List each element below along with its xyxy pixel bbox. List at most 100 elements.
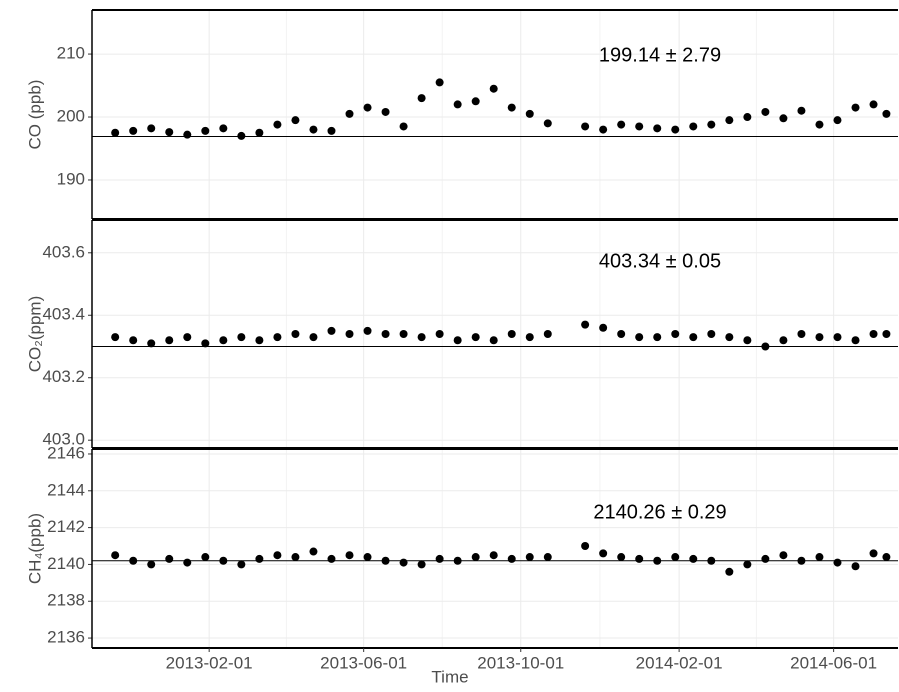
- point: [201, 126, 210, 135]
- point: [273, 120, 282, 129]
- point: [471, 97, 480, 106]
- point: [743, 560, 752, 569]
- point: [453, 336, 462, 345]
- point: [635, 333, 644, 342]
- point: [869, 330, 878, 338]
- point: [345, 109, 354, 118]
- point: [617, 330, 626, 338]
- point: [815, 333, 824, 342]
- point: [543, 119, 552, 128]
- point: [309, 125, 318, 134]
- point: [201, 339, 210, 348]
- y-axis-title: CH₄(ppb): [25, 513, 44, 584]
- point: [851, 103, 860, 112]
- point: [327, 554, 336, 563]
- point: [599, 125, 608, 134]
- point: [129, 126, 138, 135]
- point: [689, 333, 698, 342]
- point: [882, 330, 891, 338]
- point: [525, 333, 534, 342]
- point: [653, 333, 662, 342]
- point: [779, 336, 788, 345]
- point: [525, 109, 534, 118]
- point: [219, 124, 228, 133]
- point: [237, 131, 246, 140]
- point: [381, 107, 390, 116]
- point: [435, 554, 444, 563]
- point: [237, 560, 246, 569]
- point: [581, 542, 590, 551]
- point: [707, 556, 716, 565]
- point: [833, 116, 842, 125]
- point: [543, 553, 552, 562]
- point: [453, 556, 462, 565]
- point: [653, 124, 662, 133]
- point: [381, 556, 390, 565]
- point: [273, 333, 282, 342]
- point: [743, 113, 752, 122]
- point: [869, 100, 878, 109]
- point: [815, 553, 824, 562]
- x-tick-label: 2013-10-01: [477, 653, 564, 672]
- point: [309, 333, 318, 342]
- point: [707, 120, 716, 129]
- point: [147, 560, 156, 569]
- point: [471, 333, 480, 342]
- annotation: 403.34 ± 0.05: [599, 250, 721, 272]
- y-tick-label: 403.6: [42, 242, 85, 261]
- annotation: 199.14 ± 2.79: [599, 44, 721, 66]
- y-tick-label: 190: [57, 169, 85, 188]
- point: [255, 336, 264, 345]
- y-tick-label: 210: [57, 44, 85, 63]
- point: [435, 330, 444, 338]
- point: [417, 94, 426, 103]
- point: [671, 125, 680, 134]
- point: [725, 333, 734, 342]
- point: [815, 120, 824, 129]
- point: [671, 553, 680, 562]
- point: [183, 333, 192, 342]
- x-tick-label: 2014-02-01: [636, 653, 723, 672]
- point: [543, 330, 552, 338]
- point: [147, 124, 156, 133]
- point: [833, 558, 842, 567]
- y-tick-label: 2136: [47, 628, 85, 647]
- point: [599, 323, 608, 332]
- y-tick-label: 2144: [47, 480, 85, 499]
- y-tick-label: 2138: [47, 591, 85, 610]
- point: [635, 122, 644, 131]
- point: [779, 551, 788, 560]
- y-tick-label: 200: [57, 107, 85, 126]
- point: [327, 326, 336, 335]
- point: [689, 122, 698, 131]
- point: [779, 114, 788, 123]
- point: [111, 128, 120, 137]
- point: [399, 330, 408, 338]
- point: [653, 556, 662, 565]
- point: [345, 330, 354, 338]
- point: [761, 107, 770, 116]
- x-tick-label: 2013-02-01: [166, 653, 253, 672]
- point: [399, 122, 408, 131]
- point: [237, 333, 246, 342]
- point: [165, 128, 174, 137]
- point: [833, 333, 842, 342]
- annotation: 2140.26 ± 0.29: [593, 501, 726, 523]
- point: [291, 116, 300, 125]
- point: [761, 342, 770, 351]
- point: [489, 336, 498, 345]
- point: [417, 560, 426, 569]
- point: [291, 330, 300, 338]
- x-tick-label: 2014-06-01: [790, 653, 877, 672]
- point: [761, 554, 770, 563]
- point: [219, 336, 228, 345]
- point: [147, 339, 156, 348]
- point: [183, 558, 192, 567]
- point: [617, 120, 626, 129]
- point: [507, 103, 516, 112]
- point: [797, 106, 806, 115]
- point: [453, 100, 462, 109]
- point: [743, 336, 752, 345]
- point: [165, 554, 174, 563]
- point: [869, 549, 878, 558]
